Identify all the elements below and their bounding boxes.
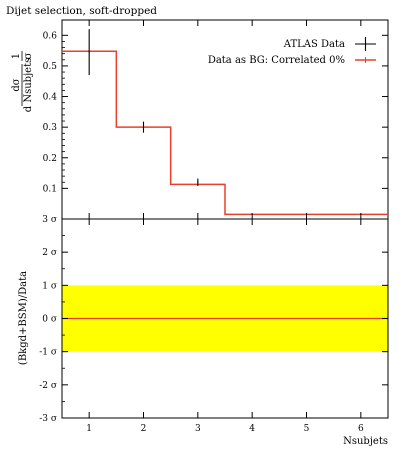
main-panel: 0.1 0.2 0.3 0.4 0.5 0.6 1 σ dσ d Nsubjets ATL…	[11, 19, 389, 220]
legend-label-atlas-data: ATLAS Data	[283, 39, 345, 50]
ratio-panel: 3 σ 2 σ 1 σ 0 σ -1 σ -2 σ -3 σ 1 2 3 4 5 6 (Bkgd+BS…	[18, 215, 389, 447]
main-y-tick-label: 0.2	[43, 154, 57, 164]
ratio-x-tick-label: 4	[249, 424, 255, 434]
main-series-group	[62, 29, 388, 216]
ratio-y-tick-label: -1 σ	[39, 348, 57, 358]
main-y-axis-title: 1 σ dσ d Nsubjets	[11, 51, 34, 112]
ylabel-d-nsubjets: d Nsubjets	[23, 58, 34, 112]
histogram-step-correlated	[62, 50, 388, 216]
ratio-y-tick-label: 3 σ	[42, 215, 57, 225]
ratio-y-axis-title: (Bkgd+BSM)/Data	[18, 271, 29, 365]
ylabel-sigma: σ	[23, 52, 34, 59]
legend-label-correlated: Data as BG: Correlated 0%	[208, 55, 345, 66]
ratio-x-tick-label: 1	[86, 424, 92, 434]
ratio-y-tick-label: -3 σ	[39, 414, 57, 424]
ratio-y-tick-label: 1 σ	[42, 281, 57, 291]
main-y-tick-label: 0.4	[43, 93, 58, 103]
main-y-tick-label: 0.5	[43, 62, 58, 72]
ratio-x-tick-label: 3	[195, 424, 201, 434]
main-x-axis	[88, 20, 362, 219]
legend: ATLAS Data Data as BG: Correlated 0%	[208, 37, 376, 66]
ratio-y-axis: 3 σ 2 σ 1 σ 0 σ -1 σ -2 σ -3 σ	[39, 215, 388, 424]
ratio-y-tick-label: 2 σ	[42, 248, 57, 258]
ratio-y-tick-label: -2 σ	[39, 381, 57, 391]
chart-title: Dijet selection, soft-dropped	[6, 5, 157, 17]
ratio-x-tick-label: 5	[304, 424, 310, 434]
main-y-axis: 0.1 0.2 0.3 0.4 0.5 0.6	[43, 31, 388, 194]
ratio-x-axis: 1 2 3 4 5 6	[86, 219, 364, 434]
x-axis-title: Nsubjets	[343, 436, 388, 447]
ratio-x-tick-label: 6	[358, 424, 364, 434]
ylabel-one: 1	[11, 53, 22, 59]
ratio-x-tick-label: 2	[141, 424, 147, 434]
main-y-tick-label: 0.1	[43, 184, 57, 194]
ratio-y-tick-label: 0 σ	[42, 315, 57, 325]
main-y-tick-label: 0.6	[43, 31, 58, 41]
main-y-tick-label: 0.3	[43, 123, 58, 133]
ylabel-dsigma: dσ	[11, 78, 22, 91]
